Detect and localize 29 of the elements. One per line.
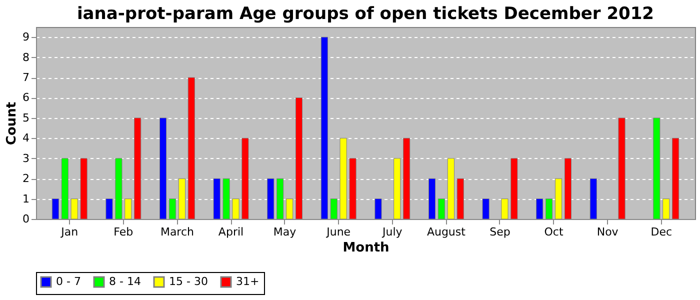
x-tick-label: July bbox=[382, 226, 403, 238]
x-tick-label: Oct bbox=[544, 226, 564, 238]
y-tick-label: 0 bbox=[22, 212, 30, 226]
y-tick-label: 4 bbox=[22, 132, 30, 145]
legend-label: 0 - 7 bbox=[56, 275, 81, 288]
y-tick-label: 3 bbox=[22, 152, 30, 165]
legend-label: 8 - 14 bbox=[109, 275, 141, 288]
x-tick-label: August bbox=[426, 226, 466, 238]
x-axis-title: Month bbox=[342, 240, 390, 256]
y-tick-label: 2 bbox=[22, 172, 30, 186]
chart-title: iana-prot-param Age groups of open tickets December 2012 bbox=[76, 4, 654, 24]
legend-label: 31+ bbox=[236, 275, 260, 288]
y-tick-label: 8 bbox=[22, 50, 30, 64]
x-tick-label: April bbox=[218, 226, 244, 238]
y-tick-label: 9 bbox=[22, 30, 30, 44]
x-tick-label: Dec bbox=[650, 226, 672, 238]
x-tick-label: Feb bbox=[114, 226, 134, 238]
y-tick-label: 1 bbox=[22, 192, 30, 206]
legend-label: 15 - 30 bbox=[169, 275, 208, 288]
x-tick-label: Sep bbox=[490, 226, 510, 238]
y-axis-title: Count bbox=[4, 102, 20, 146]
y-tick-label: 6 bbox=[22, 91, 30, 104]
x-tick-label: March bbox=[160, 226, 194, 238]
x-tick-label: May bbox=[273, 226, 297, 238]
y-tick-label: 5 bbox=[22, 111, 30, 124]
x-tick-label: Nov bbox=[596, 226, 619, 238]
x-tick-label: Jan bbox=[60, 226, 78, 238]
x-tick-label: June bbox=[326, 226, 351, 238]
y-tick-label: 7 bbox=[22, 71, 30, 84]
